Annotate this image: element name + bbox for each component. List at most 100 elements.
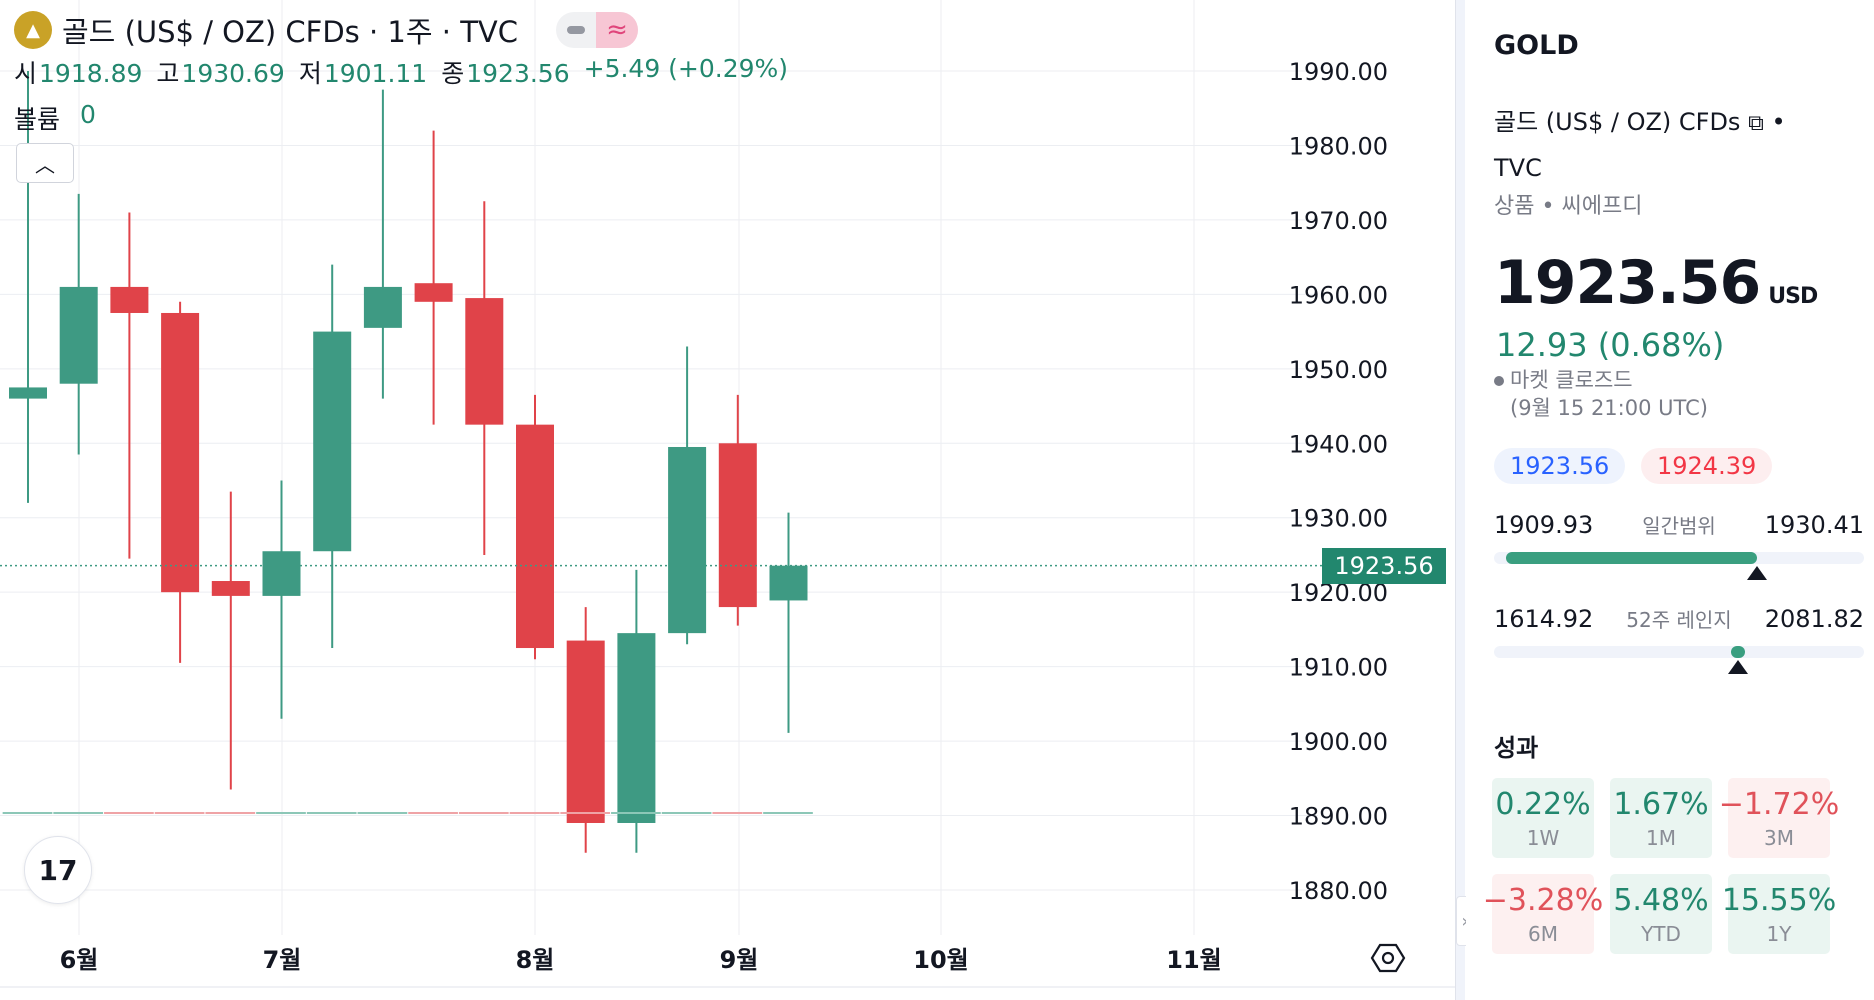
separator-dot: • xyxy=(1771,108,1786,136)
performance-cell-6m[interactable]: −3.28% 6M xyxy=(1483,874,1603,954)
status-dot-icon xyxy=(1494,376,1504,386)
symbol-title[interactable]: 골드 (US$ / OZ) CFDs · 1주 · TVC xyxy=(62,15,519,49)
separator-dot: • xyxy=(1541,194,1562,219)
candlestick-chart[interactable]: 1880.00 1890.00 1900.00 1910.00 1920.00 1930.… xyxy=(0,0,1455,1000)
symbol-description: 골드 (US$ / OZ) CFDs ⧉ • TVC xyxy=(1494,100,1854,190)
description-text[interactable]: 골드 (US$ / OZ) CFDs xyxy=(1494,108,1741,136)
candle-body xyxy=(566,640,605,823)
day-range: 1909.93 일간범위 1930.41 xyxy=(1494,510,1864,539)
y-tick-label: 1970.00 xyxy=(1289,207,1388,235)
year-range-fill xyxy=(1731,646,1745,658)
day-range-bar xyxy=(1494,552,1864,580)
close-value: 종1923.56 xyxy=(441,59,570,88)
market-time: (9월 15 21:00 UTC) xyxy=(1510,396,1708,420)
candle-body xyxy=(59,286,98,384)
performance-cell-1m[interactable]: 1.67% 1M xyxy=(1610,778,1712,858)
y-tick-label: 1980.00 xyxy=(1289,132,1388,160)
y-tick-label: 1910.00 xyxy=(1289,654,1388,682)
ask-price: 1924.39 xyxy=(1641,448,1773,484)
minus-icon[interactable] xyxy=(556,12,596,48)
y-tick-label: 1950.00 xyxy=(1289,356,1388,384)
candle-body xyxy=(161,312,200,593)
candle-body xyxy=(465,298,504,425)
day-range-low: 1909.93 xyxy=(1494,510,1594,539)
approx-icon[interactable]: ≈ xyxy=(596,12,639,48)
x-tick-label: 11월 xyxy=(1166,946,1221,974)
day-range-fill xyxy=(1506,552,1757,564)
year-range-low: 1614.92 xyxy=(1494,604,1594,633)
y-tick-label: 1920.00 xyxy=(1289,579,1388,607)
candle-body xyxy=(363,286,402,328)
price-change: 12.93 (0.68%) xyxy=(1496,326,1725,364)
settings-hexagon-icon[interactable] xyxy=(1370,940,1406,976)
y-tick-label: 1940.00 xyxy=(1289,430,1388,458)
candle-body xyxy=(262,551,301,596)
x-tick-label: 10월 xyxy=(913,946,968,974)
performance-cell-3m[interactable]: −1.72% 3M xyxy=(1719,778,1839,858)
candle-body xyxy=(769,565,808,601)
performance-grid: 0.22% 1W 1.67% 1M −1.72% 3M −3.28% 6M 5.48% Y… xyxy=(1483,778,1839,954)
performance-cell-ytd[interactable]: 5.48% YTD xyxy=(1610,874,1712,954)
legend-header: ▲ 골드 (US$ / OZ) CFDs · 1주 · TVC ≈ xyxy=(14,10,639,50)
y-tick-label: 1900.00 xyxy=(1289,728,1388,756)
type-label[interactable]: 상품 xyxy=(1494,194,1535,219)
year-range-label: 52주 레인지 xyxy=(1626,608,1732,632)
volume-legend: 볼륨 0 xyxy=(14,100,96,136)
day-range-high: 1930.41 xyxy=(1764,510,1864,539)
high-value: 고1930.69 xyxy=(156,59,285,88)
candle-body xyxy=(617,633,656,823)
bid-price: 1923.56 xyxy=(1494,448,1626,484)
last-price: 1923.56 USD xyxy=(1494,248,1818,318)
candle-body xyxy=(668,446,707,634)
last-price-tag: 1923.56 xyxy=(1322,547,1446,584)
tradingview-logo-icon[interactable]: 17 xyxy=(24,836,92,904)
collapse-legend-button[interactable]: ︿ xyxy=(16,143,74,183)
y-tick-label: 1990.00 xyxy=(1289,58,1388,86)
performance-title: 성과 xyxy=(1494,734,1539,762)
panel-divider[interactable] xyxy=(1455,0,1465,1000)
indicator-pill[interactable]: ≈ xyxy=(556,12,639,48)
year-range-bar xyxy=(1494,646,1864,674)
change-value: +5.49 (+0.29%) xyxy=(583,54,789,83)
performance-cell-1y[interactable]: 15.55% 1Y xyxy=(1722,874,1836,954)
symbol-type: 상품 • 씨에프디 xyxy=(1494,188,1642,220)
currency-label: USD xyxy=(1768,284,1818,309)
open-value: 시1918.89 xyxy=(14,59,143,88)
y-tick-label: 1880.00 xyxy=(1289,877,1388,905)
price-value: 1923.56 xyxy=(1494,248,1761,318)
candle-body xyxy=(110,286,149,313)
candle-body xyxy=(414,283,453,302)
day-range-label: 일간범위 xyxy=(1642,514,1716,538)
performance-cell-1w[interactable]: 0.22% 1W xyxy=(1492,778,1594,858)
year-range-marker-icon xyxy=(1728,660,1748,674)
candle-body xyxy=(313,331,352,552)
volume-value: 0 xyxy=(80,100,96,129)
x-tick-label: 8월 xyxy=(516,946,555,974)
low-value: 저1901.11 xyxy=(298,59,428,88)
subtype-label[interactable]: 씨에프디 xyxy=(1561,194,1643,219)
ohlc-legend: 시1918.89 고1930.69 저1901.11 종1923.56 +5.4… xyxy=(14,54,788,90)
y-tick-label: 1960.00 xyxy=(1289,281,1388,309)
year-range-high: 2081.82 xyxy=(1764,604,1864,633)
market-status-text: 마켓 클로즈드 xyxy=(1510,368,1633,392)
symbol-details-panel: GOLD 골드 (US$ / OZ) CFDs ⧉ • TVC 상품 • 씨에프… xyxy=(1466,0,1874,1000)
y-tick-label: 1930.00 xyxy=(1289,505,1388,533)
external-link-icon[interactable]: ⧉ xyxy=(1748,111,1764,136)
symbol-name[interactable]: GOLD xyxy=(1494,30,1579,61)
x-tick-label: 6월 xyxy=(60,946,99,974)
gold-logo-icon: ▲ xyxy=(14,11,52,49)
chart-pane[interactable]: 1880.00 1890.00 1900.00 1910.00 1920.00 1930.… xyxy=(0,0,1455,1000)
candle-body xyxy=(718,443,757,608)
volume-label: 볼륨 xyxy=(14,105,61,134)
x-tick-label: 9월 xyxy=(720,946,759,974)
x-tick-label: 7월 xyxy=(263,946,302,974)
market-status: 마켓 클로즈드 (9월 15 21:00 UTC) xyxy=(1494,366,1708,422)
candle-body xyxy=(9,387,47,399)
candle-body xyxy=(211,581,250,596)
day-range-marker-icon xyxy=(1747,566,1767,580)
candle-body xyxy=(516,424,554,649)
chevron-up-icon: ︿ xyxy=(35,152,55,177)
y-tick-label: 1890.00 xyxy=(1289,803,1388,831)
year-range: 1614.92 52주 레인지 2081.82 xyxy=(1494,604,1864,633)
exchange-name[interactable]: TVC xyxy=(1494,154,1542,182)
